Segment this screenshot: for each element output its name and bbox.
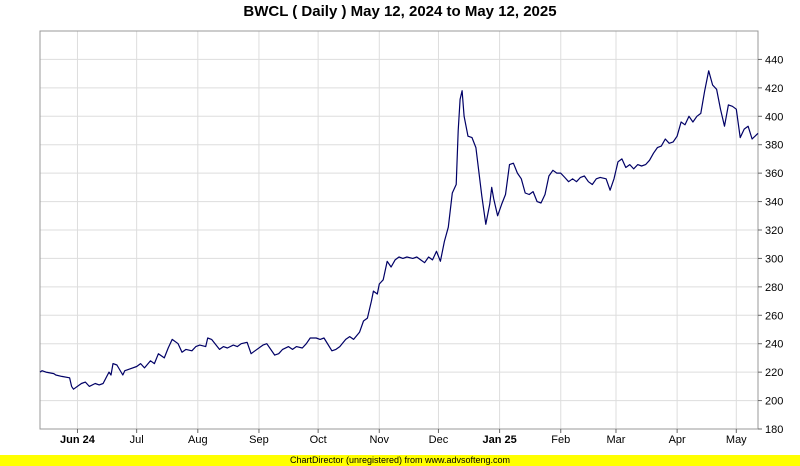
y-tick-label: 380 [765,140,783,152]
y-tick-label: 440 [765,54,783,66]
y-tick-label: 260 [765,310,783,322]
y-tick-label: 360 [765,168,783,180]
x-tick-label: Nov [369,434,389,446]
y-tick-label: 240 [765,339,783,351]
x-tick-label: Sep [249,434,269,446]
chart-title: BWCL ( Daily ) May 12, 2024 to May 12, 2… [243,3,557,20]
x-tick-label: Jun 24 [60,434,96,446]
y-tick-label: 280 [765,282,783,294]
x-tick-label: Mar [607,434,626,446]
y-tick-label: 400 [765,111,783,123]
y-tick-label: 200 [765,396,783,408]
x-tick-label: Jan 25 [482,434,516,446]
price-chart: 180 200 220 240 260 280 300 320 340 360 380 400 420 4… [39,30,783,446]
x-tick-label: Apr [669,434,686,446]
y-tick-label: 180 [765,424,783,436]
x-tick-label: Dec [429,434,449,446]
price-line [39,70,759,390]
y-axis: 180 200 220 240 260 280 300 320 340 360 380 400 420 4… [758,54,783,436]
y-tick-label: 220 [765,367,783,379]
x-tick-label: Feb [551,434,570,446]
grid [40,31,758,430]
y-tick-label: 300 [765,253,783,265]
x-tick-label: May [726,434,747,446]
footer-watermark: ChartDirector (unregistered) from www.ad… [0,455,800,466]
x-tick-label: Aug [188,434,208,446]
x-tick-label: Jul [130,434,144,446]
x-axis: Jun 24 Jul Aug Sep Oct Nov Dec Jan 25 Feb Mar Apr M… [60,429,747,446]
x-tick-label: Oct [310,434,327,446]
y-tick-label: 420 [765,83,783,95]
y-tick-label: 340 [765,197,783,209]
y-tick-label: 320 [765,225,783,237]
